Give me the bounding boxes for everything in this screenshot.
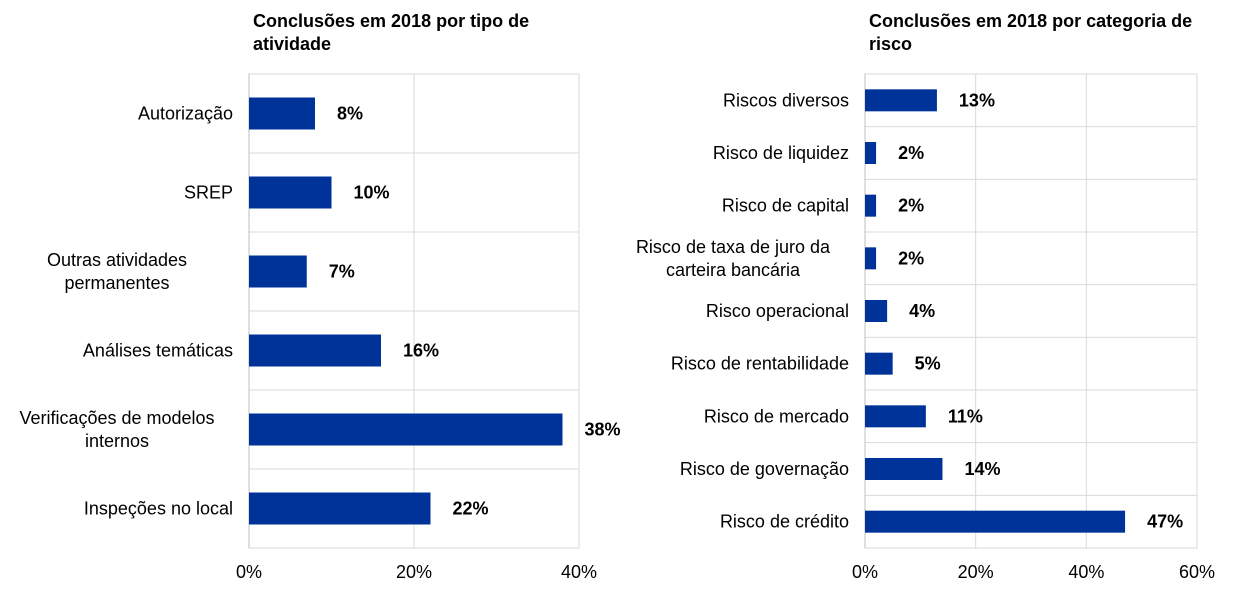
risk-value-label: 47% [1147, 512, 1183, 532]
activity-value-label: 7% [329, 262, 355, 282]
activity-tick-label: 20% [396, 562, 432, 582]
activity-bar [249, 97, 315, 130]
risk-category-label: Risco operacional [706, 301, 849, 321]
risk-tick-label: 40% [1068, 562, 1104, 582]
activity-bar [249, 413, 563, 446]
risk-tick-label: 20% [958, 562, 994, 582]
risk-bar [865, 247, 877, 270]
risk-bar [865, 300, 888, 322]
activity-category-label: SREP [184, 183, 233, 203]
risk-value-label: 13% [959, 90, 995, 110]
risk-category-label: Risco de mercado [704, 406, 849, 426]
risk-category-label: Risco de capital [722, 196, 849, 216]
risk-category-label: Risco de crédito [720, 512, 849, 532]
activity-bar [249, 255, 307, 288]
risk-category-label: Risco de governação [680, 459, 849, 479]
risk-bar [865, 142, 877, 164]
chart-title-activity: Conclusões em 2018 por tipo de atividade [253, 11, 530, 54]
risk-value-label: 2% [898, 248, 924, 268]
activity-value-label: 10% [354, 183, 390, 203]
risk-bar [865, 405, 926, 428]
risk-bar [865, 89, 937, 112]
risk-category-label: Risco de taxa de juro da carteira bancári… [636, 237, 831, 280]
activity-value-label: 38% [585, 420, 621, 440]
risk-category-label: Riscos diversos [723, 90, 849, 110]
risk-value-label: 14% [964, 459, 1000, 479]
activity-category-label: Outras atividades permanentes [47, 250, 187, 293]
risk-bar [865, 458, 943, 480]
risk-tick-label: 0% [852, 562, 878, 582]
activity-category-label: Inspeções no local [84, 499, 233, 519]
risk-value-label: 2% [898, 143, 924, 163]
activity-category-label: Autorização [138, 104, 233, 124]
activity-category-label: Análises temáticas [83, 341, 233, 361]
risk-value-label: 2% [898, 196, 924, 216]
risk-value-label: 4% [909, 301, 935, 321]
activity-value-label: 8% [337, 104, 363, 124]
activity-value-label: 16% [403, 341, 439, 361]
risk-category-label: Risco de rentabilidade [671, 354, 849, 374]
activity-category-label: Verificações de modelos internos [19, 408, 214, 451]
activity-bar [249, 492, 431, 525]
activity-value-label: 22% [453, 499, 489, 519]
risk-bar [865, 352, 893, 375]
risk-value-label: 11% [948, 406, 983, 426]
risk-bar [865, 510, 1126, 533]
activity-tick-label: 40% [561, 562, 597, 582]
activity-tick-label: 0% [236, 562, 262, 582]
chart-title-risk: Conclusões em 2018 por categoria de risc… [869, 11, 1193, 54]
risk-tick-label: 60% [1179, 562, 1215, 582]
activity-bar [249, 176, 332, 209]
risk-bar [865, 194, 877, 217]
activity-bar [249, 334, 381, 367]
risk-value-label: 5% [915, 354, 941, 374]
risk-category-label: Risco de liquidez [713, 143, 849, 163]
